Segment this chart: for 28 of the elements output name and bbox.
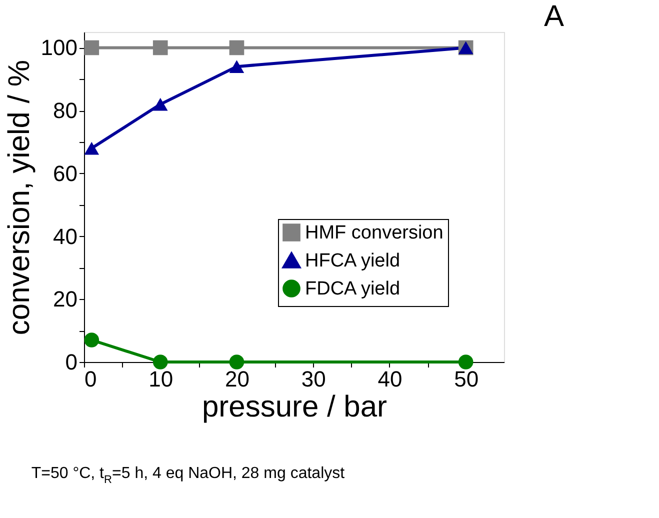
x-tick-label: 20	[224, 366, 250, 392]
y-tick-label: 60	[53, 160, 78, 186]
x-axis-title: pressure / bar	[202, 390, 388, 424]
y-tick-label: 80	[53, 98, 78, 124]
point	[84, 40, 100, 56]
x-tick-label: 0	[84, 366, 97, 392]
point	[152, 40, 168, 56]
point	[229, 354, 244, 370]
point	[152, 354, 168, 370]
y-tick-label: 20	[53, 286, 78, 312]
y-tick-label: 40	[53, 224, 78, 249]
x-tick-label: 40	[378, 366, 402, 392]
x-tick-label: 30	[301, 366, 326, 392]
y-axis-title: conversion, yield / %	[2, 60, 36, 336]
legend-label: HFCA yield	[305, 250, 400, 272]
x-tick-label: 50	[454, 366, 479, 392]
point	[458, 354, 474, 370]
point	[84, 142, 100, 155]
point	[229, 40, 244, 56]
legend-label: HMF conversion	[305, 222, 444, 244]
y-tick-label: 0	[65, 350, 78, 374]
x-tick-label: 10	[148, 366, 174, 392]
text: A	[544, 0, 564, 33]
point	[229, 60, 244, 73]
point	[84, 332, 100, 348]
y-tick-label: 100	[40, 35, 78, 60]
point	[152, 98, 168, 111]
legend-label: FDCA yield	[305, 278, 400, 300]
